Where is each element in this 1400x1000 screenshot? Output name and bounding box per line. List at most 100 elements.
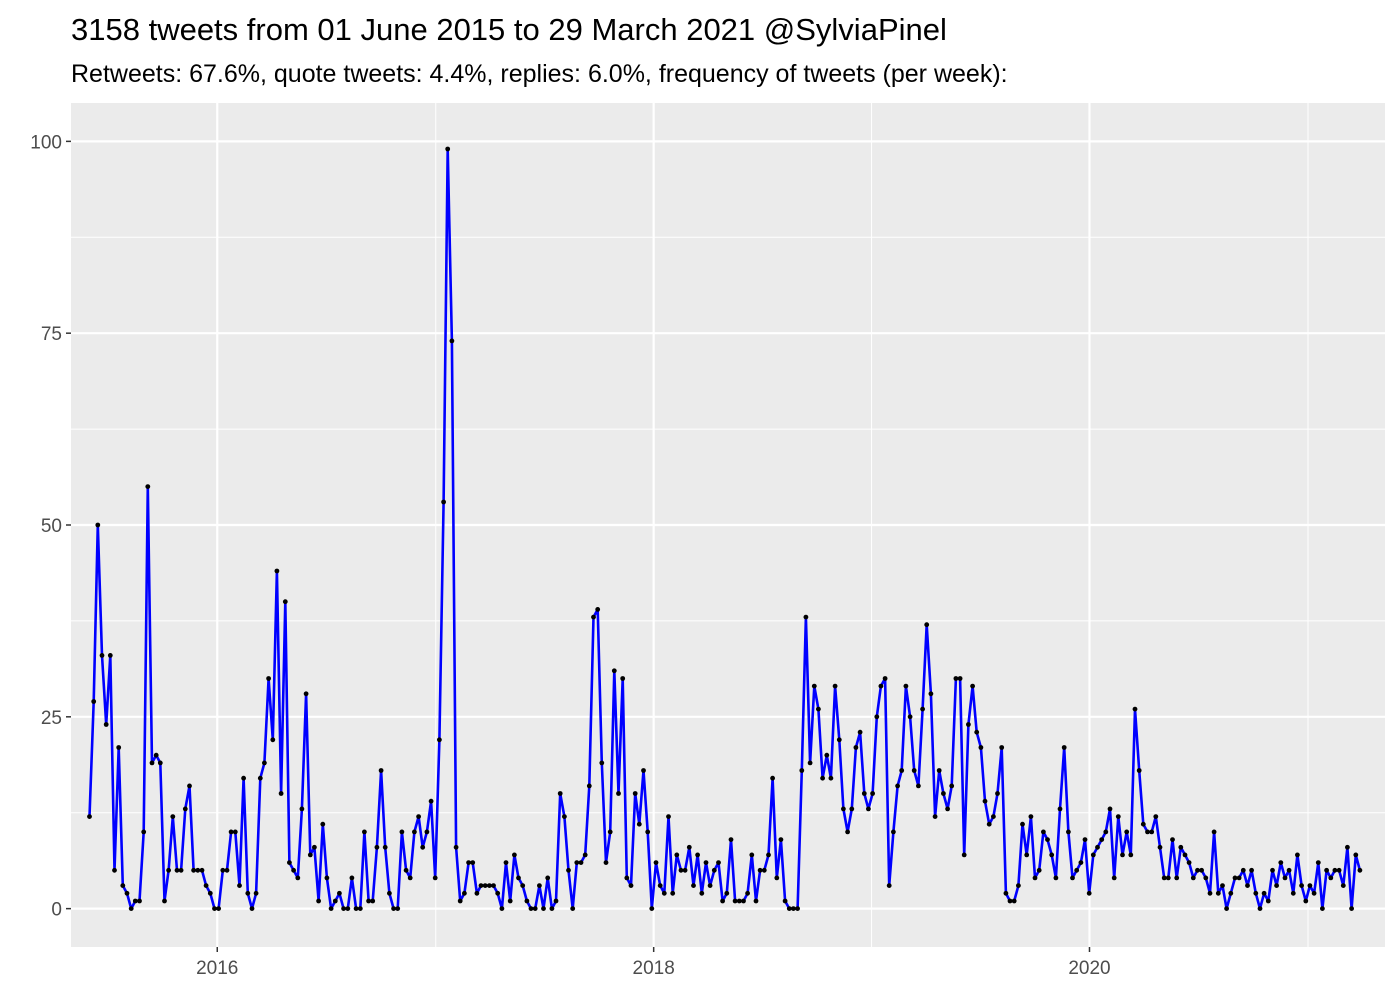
data-point xyxy=(320,821,326,827)
data-point xyxy=(520,883,526,888)
data-point xyxy=(666,814,671,819)
data-point xyxy=(1345,844,1350,850)
data-point xyxy=(228,829,234,835)
data-point xyxy=(886,883,892,888)
data-point xyxy=(766,852,771,858)
data-point xyxy=(661,890,667,896)
data-point xyxy=(799,768,805,773)
data-point xyxy=(1295,852,1300,858)
data-point xyxy=(1186,860,1192,865)
data-point xyxy=(191,867,197,873)
data-point xyxy=(599,760,605,766)
data-point xyxy=(749,852,755,858)
data-point xyxy=(632,791,638,796)
data-point xyxy=(157,760,163,766)
data-point xyxy=(391,906,396,911)
data-point xyxy=(166,867,172,873)
data-point xyxy=(791,906,796,911)
data-point xyxy=(574,860,580,865)
data-point xyxy=(1132,706,1138,712)
data-point xyxy=(120,883,126,888)
x-tick-label: 2020 xyxy=(1068,958,1110,979)
data-point xyxy=(270,737,276,743)
data-point xyxy=(1353,852,1359,858)
gridlines xyxy=(71,103,1385,947)
data-point xyxy=(974,729,980,735)
data-point xyxy=(1111,875,1117,881)
data-point xyxy=(1332,867,1338,873)
data-point xyxy=(1099,837,1105,842)
data-point xyxy=(103,722,109,727)
data-point xyxy=(545,875,551,881)
data-point xyxy=(128,906,134,911)
data-point xyxy=(724,890,730,896)
data-point xyxy=(282,599,288,605)
data-point xyxy=(387,890,392,896)
data-point xyxy=(1053,875,1059,881)
y-tick-label: 75 xyxy=(41,324,62,345)
data-point xyxy=(966,722,971,727)
data-point xyxy=(928,691,934,697)
data-point xyxy=(670,890,676,896)
data-point xyxy=(491,883,496,888)
data-point xyxy=(1041,829,1046,835)
data-point xyxy=(416,814,421,819)
data-point xyxy=(1082,837,1088,842)
data-point xyxy=(1195,867,1200,873)
data-point xyxy=(178,867,184,873)
data-point xyxy=(95,522,101,528)
data-point xyxy=(578,860,584,865)
data-point xyxy=(824,752,830,758)
data-point xyxy=(428,798,434,804)
data-point xyxy=(1178,844,1184,850)
data-point xyxy=(1045,837,1050,842)
data-point xyxy=(841,806,846,812)
data-point xyxy=(541,906,546,911)
data-point xyxy=(245,890,251,896)
data-point xyxy=(216,906,222,911)
data-point xyxy=(145,484,151,489)
data-point xyxy=(986,821,992,827)
data-point xyxy=(1070,875,1075,881)
data-point xyxy=(449,338,455,344)
data-point xyxy=(1207,890,1213,896)
data-point xyxy=(1066,829,1071,835)
data-point xyxy=(562,814,567,819)
data-point xyxy=(1290,890,1296,896)
data-point xyxy=(295,875,301,881)
data-point xyxy=(1011,898,1017,904)
data-point xyxy=(803,614,809,620)
data-point xyxy=(499,906,505,911)
data-point xyxy=(1357,867,1363,873)
data-point xyxy=(653,860,659,865)
data-point xyxy=(832,683,838,689)
data-point xyxy=(849,806,855,812)
data-point xyxy=(916,783,921,789)
data-point xyxy=(978,745,984,750)
data-point xyxy=(586,783,592,789)
data-point xyxy=(720,898,725,904)
data-point xyxy=(1020,821,1025,827)
data-point xyxy=(903,683,909,689)
data-point xyxy=(995,791,1000,796)
data-point xyxy=(195,867,201,873)
data-point xyxy=(870,791,875,796)
data-point xyxy=(470,860,476,865)
data-point xyxy=(437,737,442,743)
data-point xyxy=(307,852,313,858)
data-point xyxy=(1249,867,1254,873)
data-point xyxy=(1320,906,1325,911)
data-point xyxy=(811,683,817,689)
data-point xyxy=(582,852,588,858)
data-point xyxy=(512,852,517,858)
data-point xyxy=(1165,875,1171,881)
data-point xyxy=(1090,852,1096,858)
data-point xyxy=(249,906,255,911)
data-point xyxy=(932,814,938,819)
data-point xyxy=(1303,898,1309,904)
data-point xyxy=(1224,906,1229,911)
data-point xyxy=(745,890,750,896)
data-point xyxy=(370,898,376,904)
data-point xyxy=(362,829,367,835)
